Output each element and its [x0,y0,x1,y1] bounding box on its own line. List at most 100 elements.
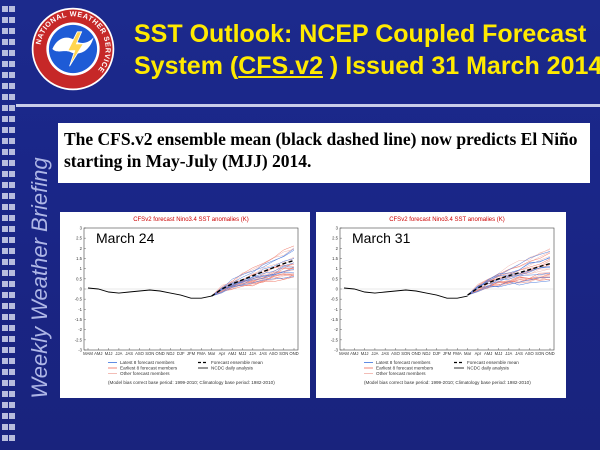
legend-item: Earliest 8 forecast members [120,366,178,371]
legend-item: NCDC daily analysis [467,366,510,371]
y-tick-label: 1.5 [332,256,338,261]
y-tick-label: -2.5 [75,337,83,342]
dot [2,325,8,331]
dot [9,204,15,210]
forecast-member-line [467,248,551,296]
x-tick-label: FMA [453,351,462,356]
dot [2,6,8,12]
dot [9,424,15,430]
dot [2,94,8,100]
dot [9,292,15,298]
forecast-member-line [211,276,295,297]
dot [2,138,8,144]
dot [9,17,15,23]
x-tick-label: Apr [475,351,482,356]
dot [9,149,15,155]
dot [9,303,15,309]
x-tick-label: OND [155,351,164,356]
dot [2,204,8,210]
chart-panel-march-31: CFSv2 forecast Nino3.4 SST anomalies (K)… [316,212,566,398]
dot [2,292,8,298]
dot [2,182,8,188]
sidebar-label: Weekly Weather Briefing [27,157,52,399]
y-tick-label: -3 [78,348,82,353]
x-tick-label: SON [401,351,410,356]
x-tick-label: JJA [115,351,122,356]
dot [2,61,8,67]
summary-box: The CFS.v2 ensemble mean (black dashed l… [58,123,590,183]
dot [2,281,8,287]
forecast-member-line [467,280,551,296]
dot [9,116,15,122]
x-tick-label: NDJ [422,351,430,356]
dot [9,94,15,100]
forecast-member-line [211,269,295,297]
dot [9,105,15,111]
dot [2,50,8,56]
y-tick-label: 1 [80,266,83,271]
y-tick-label: 2 [80,246,83,251]
x-tick-label: OND [289,351,298,356]
dot [9,171,15,177]
dot [9,138,15,144]
x-tick-label: SON [535,351,544,356]
y-tick-label: 2.5 [332,236,338,241]
page-title: SST Outlook: NCEP Coupled Forecast Syste… [134,18,600,82]
x-tick-label: MJJ [105,351,113,356]
x-tick-label: JAS [125,351,133,356]
dot [9,61,15,67]
cfsv2-link[interactable]: CFS.v2 [238,52,323,80]
dot [2,248,8,254]
dot [9,358,15,364]
dot [2,160,8,166]
x-tick-label: AMJ [94,351,102,356]
forecast-member-line [467,273,551,296]
dot [2,391,8,397]
dot [2,105,8,111]
x-tick-label: JJA [249,351,256,356]
dot [9,413,15,419]
header: NATIONAL WEATHER SERVICE SST Outlook: NC… [16,0,600,95]
left-dot-column [0,0,16,450]
x-tick-label: MJJ [361,351,369,356]
dot [2,171,8,177]
dot [9,435,15,441]
y-tick-label: -1.5 [331,317,339,322]
y-tick-label: 1.5 [76,256,82,261]
chart-march-31: CFSv2 forecast Nino3.4 SST anomalies (K)… [331,217,555,385]
legend-item: Earliest 8 forecast members [376,366,434,371]
y-tick-label: -2 [334,327,338,332]
forecast-member-line [211,271,295,297]
x-tick-label: SON [279,351,288,356]
dot [2,270,8,276]
x-tick-label: Mar [464,351,472,356]
dot [9,369,15,375]
x-tick-label: AMJ [350,351,358,356]
x-tick-label: MJJ [239,351,247,356]
legend-item: Other forecast members [120,371,170,376]
legend-item: Forecast ensemble mean [467,360,519,365]
dot [9,182,15,188]
dot [9,270,15,276]
forecast-member-line [211,248,295,297]
y-tick-label: 2.5 [76,236,82,241]
dot [9,83,15,89]
legend-item: Forecast ensemble mean [211,360,263,365]
x-tick-label: SON [145,351,154,356]
dot [9,237,15,243]
y-tick-label: -1 [334,307,338,312]
dot [9,127,15,133]
x-tick-label: DJF [433,351,441,356]
ncdc-analysis-line [87,287,212,299]
summary-text: The CFS.v2 ensemble mean (black dashed l… [64,129,578,171]
x-tick-label: ASO [269,351,279,356]
legend-item: NCDC daily analysis [211,366,254,371]
legend-item: Other forecast members [376,371,426,376]
y-tick-label: 0 [336,287,339,292]
x-tick-label: OND [545,351,554,356]
dot [2,380,8,386]
dot [2,303,8,309]
dot [9,28,15,34]
dot [9,402,15,408]
chart-footnote: (Model bias correct base period: 1999-20… [108,380,275,385]
